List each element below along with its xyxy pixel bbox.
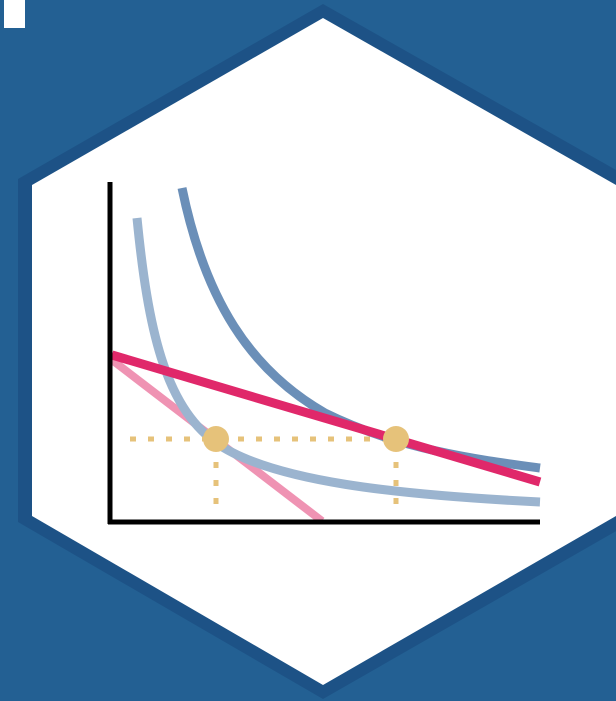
hexagon-face <box>32 18 616 685</box>
budget-line-new <box>110 350 542 487</box>
indifference-map-diagram <box>107 182 542 525</box>
optimum-point-new <box>383 426 409 452</box>
corner-mark <box>4 0 25 28</box>
optimum-point-initial <box>203 426 229 452</box>
